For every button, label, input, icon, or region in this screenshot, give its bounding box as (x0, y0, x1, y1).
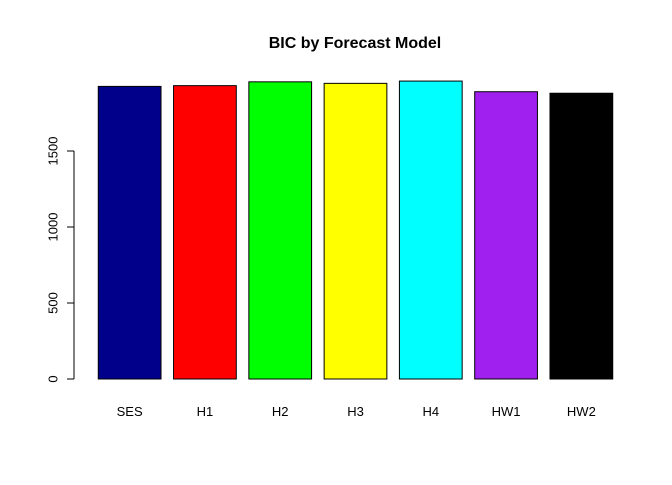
y-tick-label: 500 (45, 292, 60, 314)
bar-h3 (323, 82, 388, 380)
bar-h2 (248, 81, 313, 380)
x-tick-label: HW1 (492, 404, 521, 419)
x-tick-label: H2 (272, 404, 289, 419)
bar-hw1 (474, 91, 538, 380)
bars-group (97, 80, 614, 380)
x-tick-label: SES (117, 404, 143, 419)
bar-ses (97, 85, 162, 380)
y-axis: 0 500 1000 1500 (45, 137, 75, 383)
y-tick-label: 0 (45, 375, 60, 382)
bar-h1 (173, 85, 237, 380)
y-tick-label: 1000 (45, 213, 60, 242)
x-tick-label: HW2 (567, 404, 596, 419)
y-tick-label: 1500 (45, 137, 60, 166)
bar-h4 (398, 80, 463, 380)
x-tick-label: H3 (347, 404, 364, 419)
x-tick-labels: SES H1 H2 H3 H4 HW1 HW2 (117, 404, 596, 419)
x-tick-label: H1 (197, 404, 214, 419)
chart-title: BIC by Forecast Model (269, 35, 441, 52)
bar-hw2 (549, 92, 614, 380)
x-tick-label: H4 (422, 404, 439, 419)
